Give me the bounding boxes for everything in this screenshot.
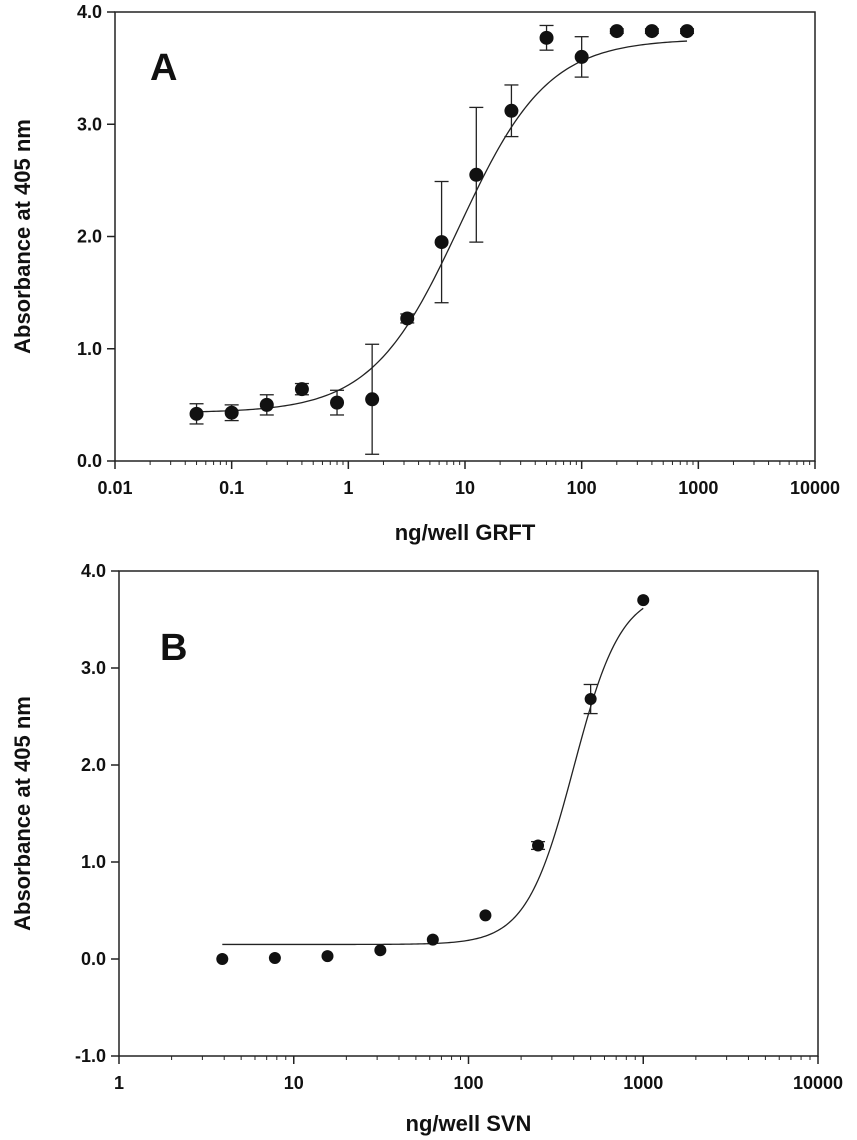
plot-frame xyxy=(118,570,819,1057)
panel-label: A xyxy=(150,47,177,89)
y-tick-label: 0.0 xyxy=(77,451,102,471)
data-point xyxy=(259,397,274,412)
data-point xyxy=(584,693,597,706)
data-point xyxy=(680,24,695,39)
data-point xyxy=(469,167,484,182)
data-point xyxy=(504,103,519,118)
y-tick-label: 3.0 xyxy=(77,114,102,134)
data-point xyxy=(609,24,624,39)
data-point xyxy=(268,952,281,965)
data-point xyxy=(400,311,415,326)
data-point xyxy=(330,395,345,410)
y-tick-label: 3.0 xyxy=(81,658,106,678)
x-tick-label: 100 xyxy=(453,1073,483,1093)
x-tick-label: 0.01 xyxy=(97,478,132,498)
y-tick-label: 4.0 xyxy=(77,2,102,22)
x-tick-label: 100 xyxy=(567,478,597,498)
data-point xyxy=(321,950,334,963)
data-point xyxy=(426,933,439,946)
fit-curve xyxy=(222,607,644,946)
data-point xyxy=(532,839,545,852)
x-tick-label: 0.1 xyxy=(219,478,244,498)
data-point xyxy=(644,24,659,39)
x-axis-title: ng/well GRFT xyxy=(395,520,536,545)
x-axis-title: ng/well SVN xyxy=(406,1111,532,1136)
plot-frame xyxy=(114,11,816,462)
y-axis-title: Absorbance at 405 nm xyxy=(10,119,35,354)
x-tick-label: 10 xyxy=(455,478,475,498)
y-tick-label: 2.0 xyxy=(81,755,106,775)
data-point xyxy=(479,909,492,922)
data-point xyxy=(574,49,589,64)
x-tick-label: 10000 xyxy=(790,478,840,498)
y-tick-label: 4.0 xyxy=(81,561,106,581)
y-tick-label: 1.0 xyxy=(81,852,106,872)
y-axis-title: Absorbance at 405 nm xyxy=(10,696,35,931)
x-tick-label: 10 xyxy=(284,1073,304,1093)
data-point xyxy=(294,382,309,397)
x-tick-label: 1000 xyxy=(678,478,718,498)
chart-panel-b: 1 10 100 1000 10000 -1.0 0.0 1.0 2.0 3.0 4.0 ng/wel… xyxy=(10,561,843,1136)
data-point xyxy=(539,30,554,45)
x-tick-label: 1 xyxy=(343,478,353,498)
y-tick-label: -1.0 xyxy=(75,1046,106,1066)
panel-label: B xyxy=(160,627,187,669)
x-tick-label: 1 xyxy=(114,1073,124,1093)
data-point xyxy=(189,406,204,421)
data-point xyxy=(224,405,239,420)
data-point xyxy=(216,953,229,965)
y-tick-label: 0.0 xyxy=(81,949,106,969)
data-point xyxy=(637,594,650,607)
y-tick-label: 2.0 xyxy=(77,227,102,247)
y-tick-label: 1.0 xyxy=(77,339,102,359)
data-point xyxy=(365,392,380,407)
chart-panel-a: 0.01 0.1 1 10 100 1000 10000 0.0 1.0 2.0 3.0 4.0 ng/… xyxy=(10,2,840,545)
x-tick-label: 10000 xyxy=(793,1073,843,1093)
data-point xyxy=(374,944,387,957)
data-point xyxy=(434,235,449,250)
x-tick-label: 1000 xyxy=(623,1073,663,1093)
